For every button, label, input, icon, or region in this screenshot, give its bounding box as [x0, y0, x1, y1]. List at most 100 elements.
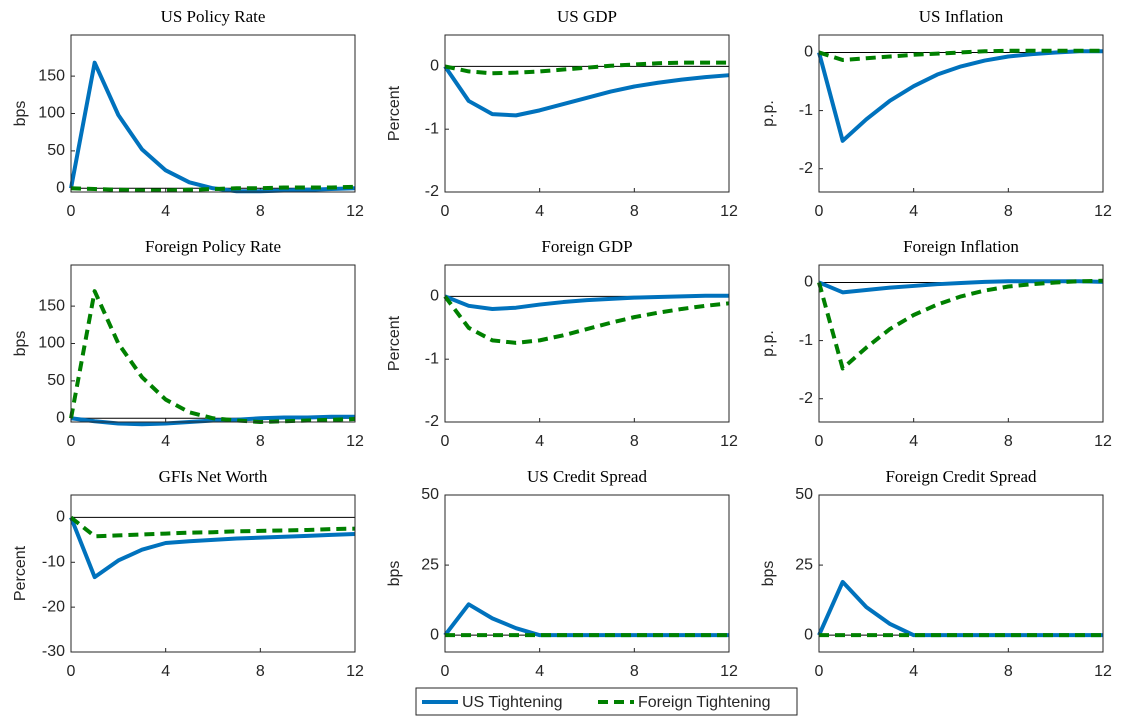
chart-title: Foreign GDP	[541, 237, 632, 256]
chart-title: US Policy Rate	[161, 7, 266, 26]
y-tick-label: -1	[425, 120, 439, 137]
x-tick-label: 4	[909, 433, 918, 450]
x-tick-label: 0	[441, 433, 450, 450]
y-axis-label: bps	[12, 331, 29, 357]
series-line	[817, 579, 1103, 638]
y-axis-label: Percent	[12, 545, 29, 601]
subplot: US GDP Percent -2 -1 0 0 4 8 12	[386, 7, 738, 220]
x-tick-label: 8	[1004, 663, 1013, 680]
x-tick-label: 12	[1094, 203, 1112, 220]
y-tick-label: 50	[47, 372, 65, 389]
series-line	[443, 295, 730, 345]
axes-box	[818, 34, 1104, 193]
series-line	[70, 414, 355, 427]
x-tick-label: 4	[909, 663, 918, 680]
y-tick-label: -20	[42, 598, 65, 615]
y-tick-label: 0	[56, 179, 65, 196]
series-line	[69, 515, 356, 539]
y-tick-label: -2	[425, 413, 439, 430]
axes-box	[818, 494, 1104, 653]
series-line	[443, 602, 729, 638]
x-tick-label: 12	[720, 663, 738, 680]
x-tick-label: 0	[67, 203, 76, 220]
x-tick-label: 4	[909, 203, 918, 220]
x-tick-label: 8	[630, 203, 639, 220]
chart-title: US Inflation	[919, 7, 1004, 26]
series-line	[817, 278, 1104, 371]
chart-title: US Credit Spread	[527, 467, 647, 486]
x-tick-label: 0	[441, 203, 450, 220]
subplot: Foreign Inflation p.p. -2 -1 0 0 4 8 12	[760, 237, 1112, 450]
chart-title: Foreign Credit Spread	[885, 467, 1037, 486]
y-tick-label: -1	[799, 332, 813, 349]
x-tick-label: 0	[67, 433, 76, 450]
x-tick-label: 8	[1004, 433, 1013, 450]
x-tick-label: 0	[67, 663, 76, 680]
series-line	[443, 65, 730, 118]
x-tick-label: 12	[720, 433, 738, 450]
y-tick-label: 50	[47, 142, 65, 159]
x-tick-label: 12	[1094, 663, 1112, 680]
x-tick-label: 8	[630, 433, 639, 450]
axes-box	[444, 264, 730, 423]
x-tick-label: 12	[1094, 433, 1112, 450]
y-tick-label: 25	[795, 556, 813, 573]
x-tick-label: 12	[346, 663, 364, 680]
axes-box	[70, 494, 356, 653]
y-axis-label: bps	[386, 561, 403, 587]
series-line	[69, 516, 356, 580]
chart-title: GFIs Net Worth	[159, 467, 268, 486]
y-tick-label: 50	[421, 486, 439, 503]
series-line	[69, 289, 356, 424]
chart-title: Foreign Policy Rate	[145, 237, 281, 256]
y-tick-label: 50	[795, 486, 813, 503]
subplot: US Policy Rate bps 0 50 100 150 0 4 8 12	[12, 7, 364, 220]
y-tick-label: 0	[430, 626, 439, 643]
x-tick-label: 4	[161, 433, 170, 450]
x-tick-label: 4	[535, 433, 544, 450]
x-tick-label: 12	[346, 433, 364, 450]
axes-box	[818, 264, 1104, 423]
y-axis-label: Percent	[386, 315, 403, 371]
x-tick-label: 4	[535, 663, 544, 680]
series-line	[444, 293, 729, 311]
x-tick-label: 8	[256, 433, 265, 450]
y-tick-label: 0	[56, 409, 65, 426]
y-tick-label: -2	[425, 183, 439, 200]
legend: US Tightening Foreign Tightening	[415, 687, 798, 716]
axes-box	[444, 34, 730, 193]
y-tick-label: 25	[421, 556, 439, 573]
y-tick-label: 100	[38, 105, 65, 122]
y-tick-label: -1	[799, 102, 813, 119]
x-tick-label: 8	[630, 663, 639, 680]
x-tick-label: 12	[346, 203, 364, 220]
series-line	[818, 48, 1103, 63]
series-line	[69, 60, 356, 194]
y-tick-label: 0	[430, 58, 439, 75]
subplot: Foreign Policy Rate bps 0 50 100 150 0 4 8 12	[12, 237, 364, 450]
axes-box	[444, 494, 730, 653]
x-tick-label: 8	[256, 203, 265, 220]
y-tick-label: 150	[38, 297, 65, 314]
y-tick-label: 100	[38, 335, 65, 352]
legend-label: US Tightening	[462, 694, 563, 711]
y-tick-label: 0	[56, 509, 65, 526]
y-axis-label: p.p.	[760, 100, 777, 127]
axes-box	[70, 34, 356, 193]
x-tick-label: 4	[161, 663, 170, 680]
y-tick-label: 0	[804, 274, 813, 291]
legend-label: Foreign Tightening	[638, 694, 771, 711]
series-line	[444, 60, 729, 76]
subplot: Foreign Credit Spread bps 0 25 50 0 4 8 12	[760, 467, 1112, 680]
x-tick-label: 0	[441, 663, 450, 680]
y-axis-label: bps	[12, 101, 29, 127]
y-tick-label: -1	[425, 350, 439, 367]
y-tick-label: 0	[430, 288, 439, 305]
x-tick-label: 0	[815, 203, 824, 220]
x-tick-label: 0	[815, 433, 824, 450]
x-tick-label: 4	[535, 203, 544, 220]
y-tick-label: -10	[42, 554, 65, 571]
series-line	[817, 49, 1103, 143]
y-axis-label: Percent	[386, 85, 403, 141]
